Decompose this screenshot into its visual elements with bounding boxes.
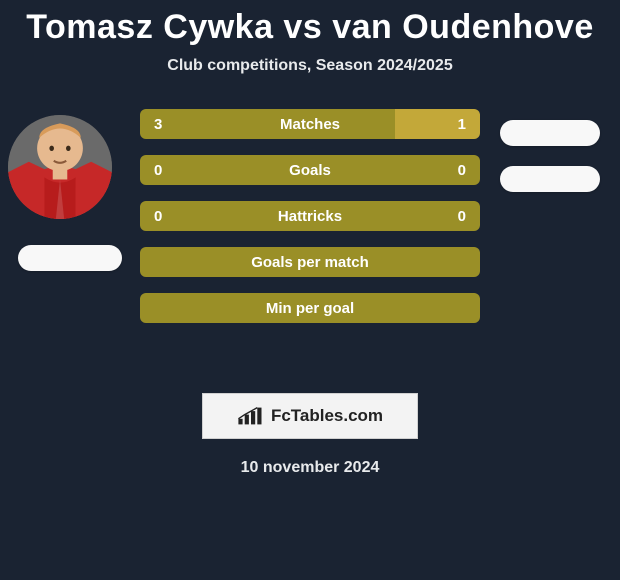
stat-left-value: 3: [140, 109, 395, 139]
player-left-avatar: [8, 115, 112, 219]
fctables-logo: FcTables.com: [202, 393, 418, 439]
stat-left-value: [140, 247, 480, 277]
comparison-chart: 31Matches00Goals00HattricksGoals per mat…: [0, 115, 620, 375]
stat-right-value: 0: [458, 155, 466, 185]
stat-left-value: [140, 293, 480, 323]
avatar-player-icon: [8, 115, 112, 219]
page-title: Tomasz Cywka vs van Oudenhove: [0, 0, 620, 47]
stat-bar-row: 00Goals: [140, 155, 480, 185]
player-left-name-pill: [18, 245, 122, 271]
stat-right-value: 1: [395, 109, 480, 139]
stat-left-value: 0: [140, 155, 480, 185]
stat-bar-row: 31Matches: [140, 109, 480, 139]
stat-bars: 31Matches 00Goals 00Hattricks Goals per mat…: [140, 109, 480, 339]
bars-logo-icon: [237, 406, 265, 426]
stat-left-value: 0: [140, 201, 480, 231]
player-right-avatar-pill: [500, 120, 600, 146]
player-right-name-pill: [500, 166, 600, 192]
stat-bar-row: Goals per match: [140, 247, 480, 277]
subtitle: Club competitions, Season 2024/2025: [0, 57, 620, 75]
date-text: 10 november 2024: [0, 459, 620, 477]
stat-bar-row: Min per goal: [140, 293, 480, 323]
stat-right-value: 0: [458, 201, 466, 231]
stat-bar-row: 00Hattricks: [140, 201, 480, 231]
logo-text: FcTables.com: [271, 406, 383, 426]
